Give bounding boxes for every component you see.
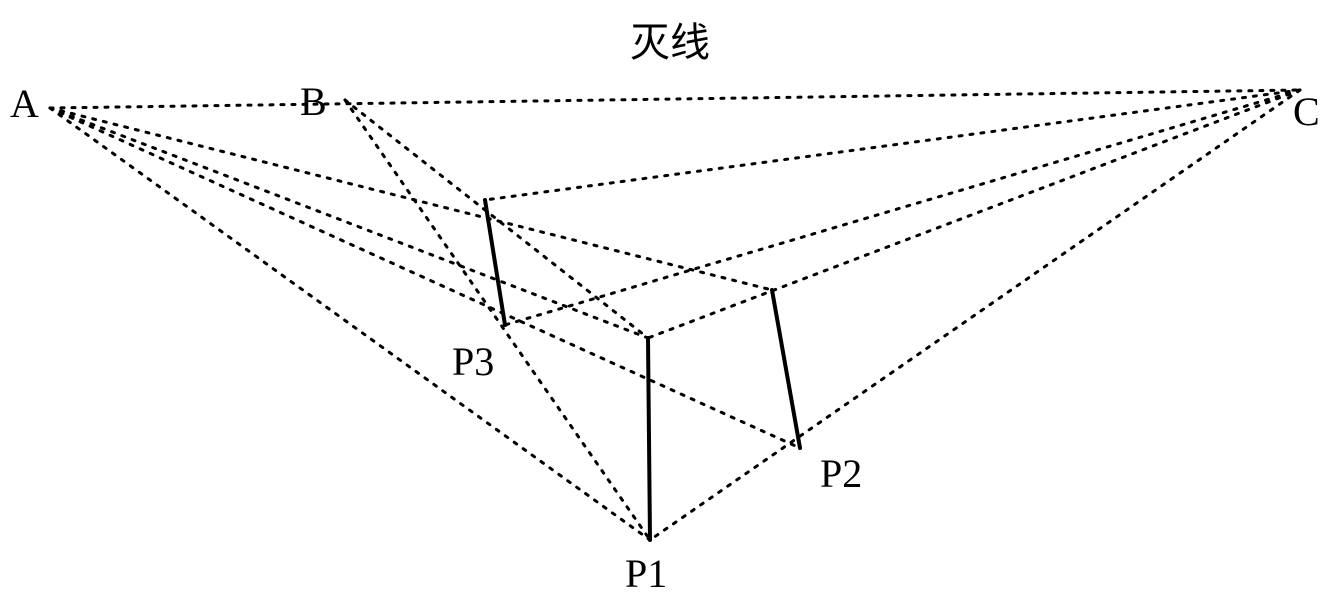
construction-line bbox=[50, 108, 772, 290]
construction-line bbox=[650, 90, 1300, 540]
vertical-edge bbox=[485, 200, 505, 325]
construction-line bbox=[345, 100, 648, 338]
vertical-edge bbox=[648, 338, 650, 540]
construction-line bbox=[50, 108, 650, 540]
label-c: C bbox=[1293, 88, 1320, 135]
title-label: 灭线 bbox=[630, 10, 710, 68]
construction-line bbox=[50, 90, 1300, 108]
perspective-diagram bbox=[0, 0, 1324, 612]
vertical-edge bbox=[772, 290, 800, 448]
label-b: B bbox=[300, 78, 327, 125]
label-p2: P2 bbox=[820, 450, 862, 497]
construction-line bbox=[648, 90, 1300, 338]
construction-line bbox=[50, 108, 648, 338]
construction-line bbox=[485, 90, 1300, 200]
construction-line bbox=[50, 108, 800, 448]
construction-line bbox=[505, 90, 1300, 325]
label-a: A bbox=[10, 80, 39, 127]
label-p1: P1 bbox=[625, 550, 667, 597]
label-p3: P3 bbox=[452, 338, 494, 385]
